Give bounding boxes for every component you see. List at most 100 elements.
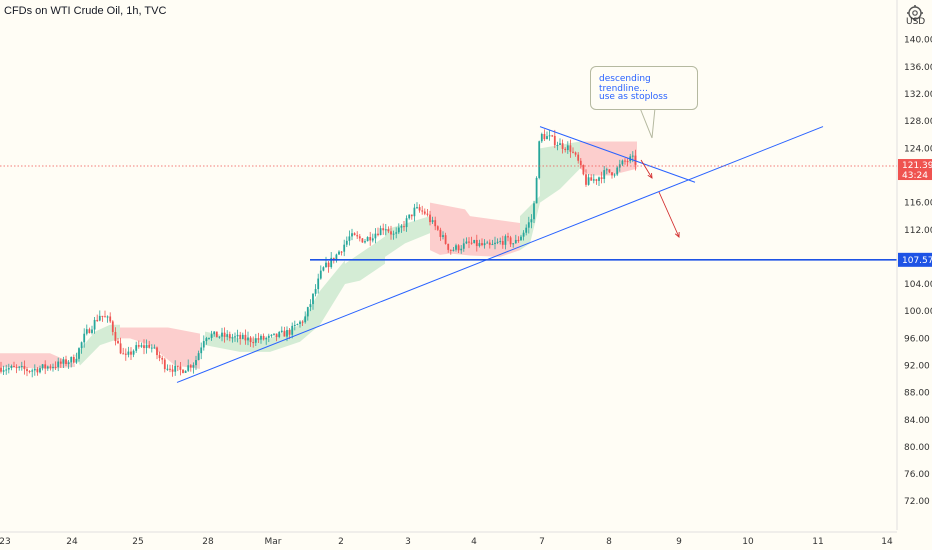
candle-body bbox=[488, 242, 491, 245]
annotation-line-2: use as stoploss bbox=[599, 92, 668, 102]
candle-body bbox=[70, 357, 73, 363]
candle-body bbox=[130, 351, 132, 355]
annotation-callout[interactable]: descending trendline... use as stoploss bbox=[590, 66, 698, 110]
candle-body bbox=[57, 361, 60, 368]
price-tick-label: 104.00 bbox=[904, 280, 932, 290]
price-tick-label: 80.00 bbox=[904, 443, 930, 453]
candle-body bbox=[390, 231, 392, 235]
cloud-band bbox=[120, 327, 200, 369]
candle-body bbox=[431, 220, 434, 223]
candle-body bbox=[535, 177, 538, 204]
price-tick-label: 136.00 bbox=[904, 63, 932, 73]
candle-body bbox=[122, 353, 125, 355]
ascending-trendline[interactable] bbox=[176, 126, 824, 383]
cloud-band bbox=[580, 141, 637, 176]
descending-trendline[interactable] bbox=[539, 126, 696, 183]
candle-body bbox=[309, 304, 312, 308]
candle-body bbox=[387, 229, 390, 232]
candle-body bbox=[158, 355, 161, 358]
candle-body bbox=[473, 240, 476, 243]
candle-body bbox=[182, 369, 184, 373]
candle-body bbox=[296, 324, 299, 326]
candle-body bbox=[590, 177, 593, 181]
candle-body bbox=[345, 240, 348, 245]
candle-body bbox=[429, 214, 431, 223]
candle-body bbox=[135, 345, 138, 351]
candle-body bbox=[483, 243, 486, 246]
candle-body bbox=[319, 270, 322, 279]
candle-body bbox=[520, 236, 522, 241]
candle-body bbox=[286, 330, 288, 337]
candle-body bbox=[114, 331, 117, 342]
candle-body bbox=[553, 135, 556, 146]
countdown-value: 43:24 bbox=[902, 171, 928, 181]
candle-body bbox=[465, 241, 468, 244]
candle-body bbox=[312, 293, 314, 305]
candle-body bbox=[369, 237, 372, 241]
candle-body bbox=[327, 262, 330, 268]
candle-body bbox=[244, 334, 247, 341]
candle-body bbox=[397, 227, 400, 233]
candle-body bbox=[280, 330, 283, 332]
time-axis[interactable]: 23 24 25 28 Mar 2 3 4 7 8 9 10 11 14 bbox=[0, 537, 893, 547]
down-arrow-2[interactable] bbox=[658, 191, 680, 238]
candle-body bbox=[457, 245, 460, 251]
candle-body bbox=[585, 174, 587, 185]
candle-body bbox=[449, 249, 452, 251]
candle-body bbox=[543, 133, 546, 140]
candle-body bbox=[145, 344, 148, 349]
candle-body bbox=[504, 236, 507, 245]
price-tick-label: 128.00 bbox=[904, 117, 932, 127]
candle-body bbox=[101, 315, 104, 317]
candle-body bbox=[247, 337, 249, 341]
down-arrow-1[interactable] bbox=[640, 159, 653, 179]
candle-body bbox=[317, 278, 320, 290]
candle-body bbox=[569, 145, 572, 152]
candle-body bbox=[166, 368, 169, 370]
candle-body bbox=[137, 345, 140, 347]
candle-body bbox=[634, 155, 637, 165]
candle-body bbox=[257, 338, 260, 340]
price-tick-label: 112.00 bbox=[904, 226, 932, 236]
candle-body bbox=[611, 172, 613, 176]
candle-body bbox=[559, 143, 561, 145]
candle-body bbox=[517, 239, 520, 241]
candle-body bbox=[265, 337, 268, 340]
candle-body bbox=[10, 365, 13, 368]
time-tick-label: 28 bbox=[202, 537, 214, 547]
candle-body bbox=[374, 233, 377, 239]
candle-body bbox=[512, 243, 515, 245]
candle-body bbox=[49, 366, 52, 368]
candle-body bbox=[525, 227, 528, 233]
candle-body bbox=[556, 144, 559, 146]
candle-body bbox=[514, 239, 517, 244]
candle-body bbox=[223, 332, 226, 337]
candle-body bbox=[384, 229, 387, 231]
candle-body bbox=[416, 207, 418, 209]
candle-body bbox=[132, 350, 135, 355]
time-tick-label: 11 bbox=[812, 537, 823, 547]
time-tick-label: Mar bbox=[265, 537, 282, 547]
candle-body bbox=[348, 236, 351, 241]
candle-body bbox=[106, 316, 109, 318]
candle-body bbox=[343, 244, 346, 252]
down-arrow-1-head bbox=[647, 172, 653, 179]
time-tick-label: 25 bbox=[132, 537, 143, 547]
drawings-layer[interactable] bbox=[0, 107, 897, 383]
candle-body bbox=[210, 334, 213, 338]
candle-body bbox=[270, 334, 273, 336]
candle-body bbox=[418, 207, 421, 211]
candle-body bbox=[491, 244, 494, 246]
price-tick-label: 76.00 bbox=[904, 470, 930, 480]
candles-layer bbox=[0, 129, 637, 378]
settings-gear-icon[interactable] bbox=[905, 3, 925, 23]
candle-body bbox=[143, 345, 145, 349]
time-tick-label: 4 bbox=[471, 537, 477, 547]
candle-body bbox=[179, 366, 182, 370]
time-tick-label: 3 bbox=[405, 537, 411, 547]
price-tick-label: 100.00 bbox=[904, 307, 932, 317]
candle-body bbox=[478, 243, 481, 247]
candle-body bbox=[187, 365, 190, 371]
candle-body bbox=[252, 342, 255, 344]
